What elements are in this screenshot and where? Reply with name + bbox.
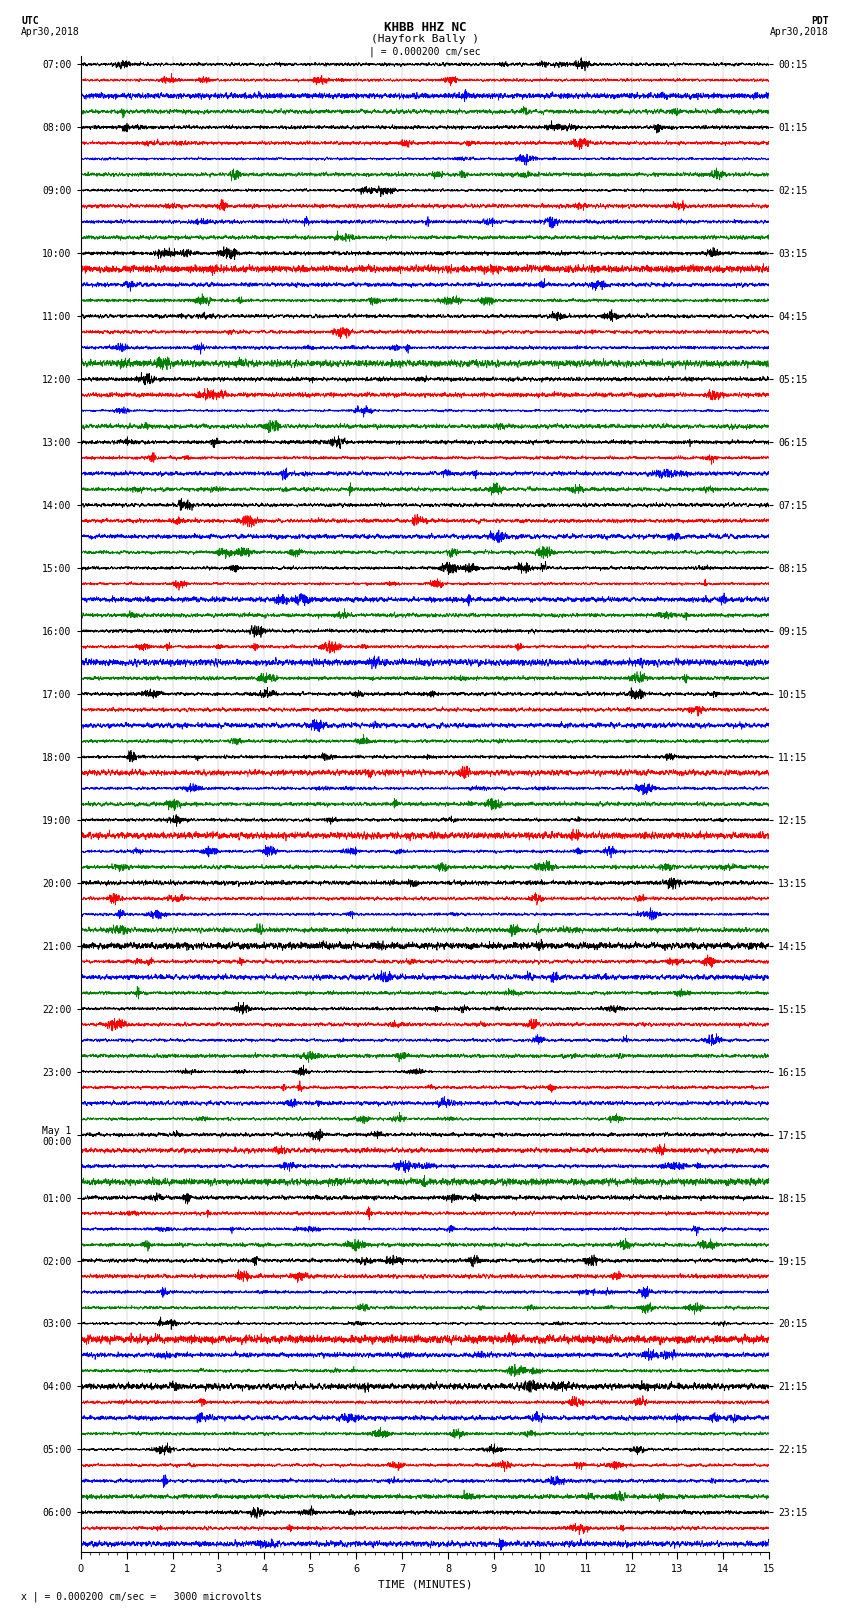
- X-axis label: TIME (MINUTES): TIME (MINUTES): [377, 1579, 473, 1589]
- Text: x | = 0.000200 cm/sec =   3000 microvolts: x | = 0.000200 cm/sec = 3000 microvolts: [21, 1590, 262, 1602]
- Text: KHBB HHZ NC: KHBB HHZ NC: [383, 21, 467, 34]
- Text: | = 0.000200 cm/sec: | = 0.000200 cm/sec: [369, 47, 481, 58]
- Text: UTC: UTC: [21, 16, 39, 26]
- Text: Apr30,2018: Apr30,2018: [21, 27, 80, 37]
- Text: (Hayfork Bally ): (Hayfork Bally ): [371, 34, 479, 44]
- Text: Apr30,2018: Apr30,2018: [770, 27, 829, 37]
- Text: PDT: PDT: [811, 16, 829, 26]
